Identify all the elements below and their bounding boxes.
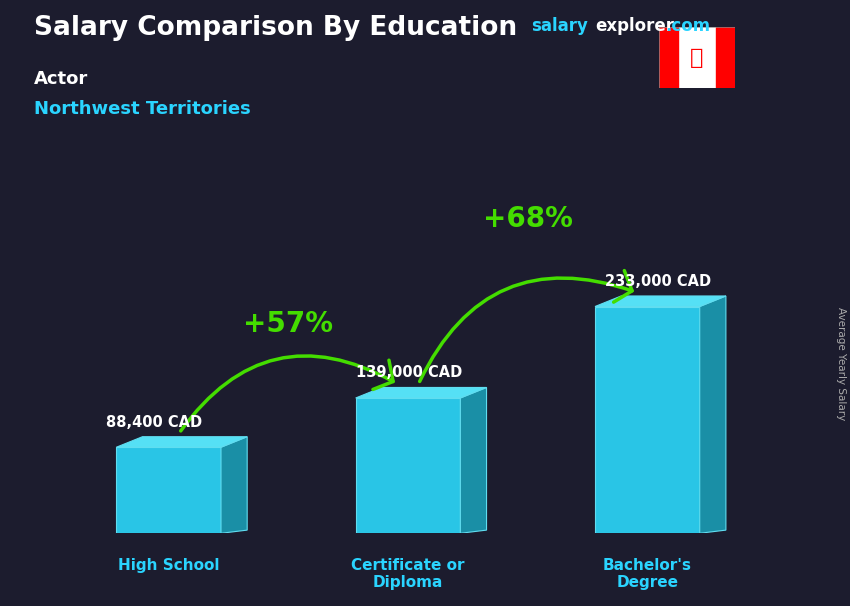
Polygon shape	[595, 307, 700, 533]
Polygon shape	[116, 447, 221, 533]
Text: +57%: +57%	[243, 310, 333, 338]
FancyArrowPatch shape	[420, 271, 632, 381]
Text: Bachelor's
Degree: Bachelor's Degree	[603, 558, 692, 590]
Text: Northwest Territories: Northwest Territories	[34, 100, 251, 118]
Text: +68%: +68%	[483, 205, 573, 233]
Polygon shape	[595, 296, 726, 307]
Bar	[716, 27, 735, 88]
Text: Salary Comparison By Education: Salary Comparison By Education	[34, 15, 517, 41]
Text: .com: .com	[666, 17, 711, 35]
Text: 88,400 CAD: 88,400 CAD	[105, 415, 202, 430]
Text: 🍁: 🍁	[690, 47, 704, 68]
Text: explorer: explorer	[595, 17, 674, 35]
Bar	[659, 27, 677, 88]
Text: High School: High School	[118, 558, 219, 573]
Text: salary: salary	[531, 17, 588, 35]
Polygon shape	[221, 437, 247, 533]
Polygon shape	[461, 387, 486, 533]
Text: Actor: Actor	[34, 70, 88, 88]
Text: 139,000 CAD: 139,000 CAD	[355, 365, 462, 381]
Polygon shape	[355, 398, 461, 533]
Polygon shape	[116, 437, 247, 447]
Text: Average Yearly Salary: Average Yearly Salary	[836, 307, 846, 420]
Polygon shape	[700, 296, 726, 533]
FancyArrowPatch shape	[181, 356, 393, 431]
Text: Certificate or
Diploma: Certificate or Diploma	[351, 558, 465, 590]
Polygon shape	[355, 387, 486, 398]
Text: 233,000 CAD: 233,000 CAD	[605, 274, 711, 289]
